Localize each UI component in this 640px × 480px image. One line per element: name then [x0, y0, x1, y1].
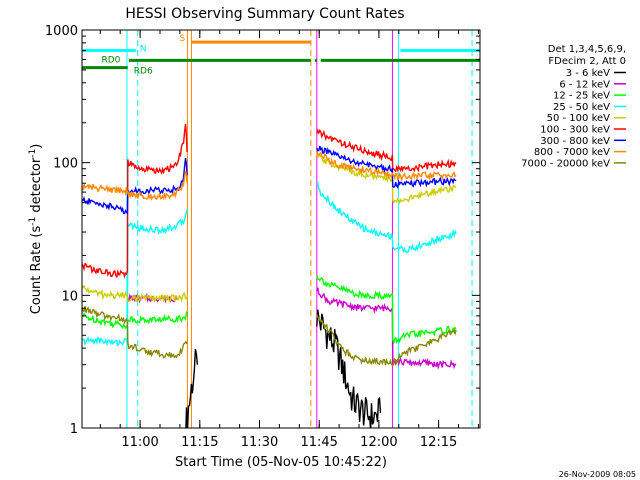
flag-label: RD6: [134, 67, 153, 77]
plot-timestamp: 26-Nov-2009 08:05: [559, 470, 636, 479]
flag-label: S: [179, 34, 185, 44]
legend-entry: 50 - 100 keV: [547, 113, 611, 124]
series-line: [82, 306, 189, 359]
series-line: [316, 309, 382, 428]
state-transition-lines: [126, 30, 473, 428]
series-line: [185, 348, 199, 428]
y-tick-label: 1: [70, 422, 78, 437]
legend: Det 1,3,4,5,6,9,FDecim 2, Att 03 - 6 keV…: [521, 44, 626, 169]
series-line: [316, 128, 457, 173]
legend-entry: 6 - 12 keV: [559, 79, 610, 90]
series-line: [82, 171, 188, 201]
x-tick-label: 11:45: [300, 435, 337, 450]
series-line: [82, 208, 189, 347]
legend-entry: 7000 - 20000 keV: [521, 158, 610, 169]
series-line: [316, 180, 457, 254]
legend-entry: 800 - 7000 keV: [534, 147, 610, 158]
y-tick-label: 1000: [45, 24, 78, 39]
y-axis: 1 10 100 1000: [45, 24, 480, 437]
chart-title: HESSI Observing Summary Count Rates: [125, 6, 404, 22]
legend-header: Det 1,3,4,5,6,9,: [548, 44, 626, 55]
series-line: [82, 123, 188, 279]
legend-entry: 100 - 300 keV: [540, 125, 610, 136]
x-axis: 11:00 11:15 11:30 11:45 12:00 12:15: [99, 30, 479, 450]
plot-frame: [81, 29, 481, 429]
legend-entry: 300 - 800 keV: [540, 136, 610, 147]
x-tick-label: 11:30: [241, 435, 278, 450]
instrument-flags: N S RD0 RD6: [82, 34, 480, 77]
series-line: [316, 287, 457, 370]
series-line: [127, 293, 178, 304]
count-rate-series: [82, 123, 457, 428]
legend-entry: 12 - 25 keV: [553, 91, 610, 102]
series-line: [316, 150, 457, 182]
x-tick-label: 11:15: [181, 435, 218, 450]
series-line: [316, 145, 457, 190]
x-tick-label: 11:00: [121, 435, 158, 450]
x-tick-label: 12:15: [420, 435, 457, 450]
series-line: [316, 314, 457, 367]
x-axis-label: Start Time (05-Nov-05 10:45:22): [175, 455, 387, 470]
x-tick-label: 12:00: [360, 435, 397, 450]
series-line: [316, 152, 457, 205]
flag-label: RD0: [102, 55, 121, 65]
y-tick-label: 10: [61, 289, 78, 304]
legend-entry: 25 - 50 keV: [553, 102, 610, 113]
legend-entry: 3 - 6 keV: [566, 68, 610, 79]
y-axis-label: Count Rate (s-1 detector-1): [28, 144, 44, 315]
series-line: [316, 275, 457, 345]
series-line: [82, 310, 189, 330]
legend-header: FDecim 2, Att 0: [548, 56, 626, 67]
flag-label: N: [140, 45, 147, 55]
y-tick-label: 100: [53, 157, 78, 172]
series-line: [82, 284, 189, 304]
